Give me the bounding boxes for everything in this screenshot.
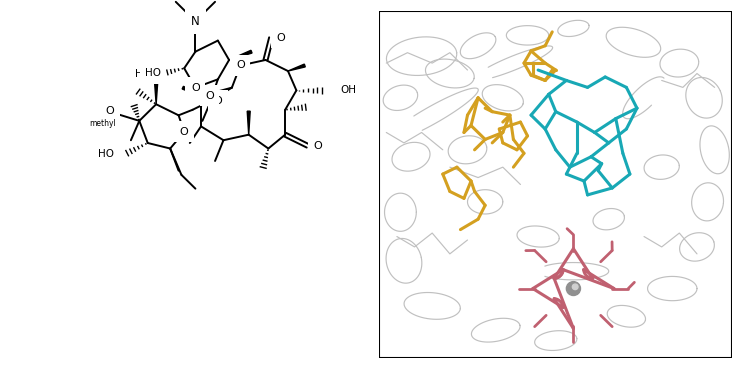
Text: HO: HO — [98, 149, 114, 159]
Circle shape — [572, 284, 578, 290]
Text: methyl: methyl — [89, 119, 116, 128]
Polygon shape — [288, 64, 305, 71]
Polygon shape — [247, 111, 250, 135]
Polygon shape — [229, 50, 252, 60]
Text: HO: HO — [145, 68, 161, 78]
Polygon shape — [154, 81, 158, 104]
Polygon shape — [183, 86, 201, 96]
Text: O: O — [236, 61, 245, 70]
Circle shape — [566, 282, 580, 296]
Text: O: O — [313, 141, 322, 151]
Text: N: N — [191, 15, 200, 28]
Text: OH: OH — [340, 85, 356, 96]
Text: O: O — [191, 83, 200, 93]
Text: O: O — [205, 91, 214, 101]
Text: O: O — [105, 106, 114, 116]
Text: O: O — [276, 33, 285, 43]
Text: O: O — [213, 96, 222, 106]
Text: HO: HO — [135, 69, 150, 79]
Text: O: O — [180, 127, 188, 137]
